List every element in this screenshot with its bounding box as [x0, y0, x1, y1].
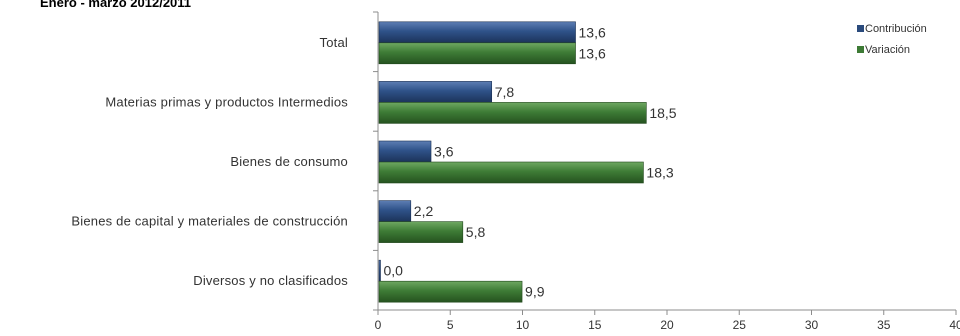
- contribucion-value-label: 3,6: [434, 144, 454, 160]
- x-tick-label: 15: [588, 318, 602, 332]
- variacion-value-label: 5,8: [466, 224, 486, 240]
- x-tick-label: 40: [949, 318, 960, 332]
- contribucion-bar: [378, 200, 412, 222]
- legend-label: Contribución: [865, 23, 927, 35]
- legend-label: Variación: [865, 44, 910, 56]
- category-label: Diversos y no clasificados: [193, 273, 348, 288]
- variacion-bar: [378, 102, 647, 124]
- x-tick-label: 30: [805, 318, 819, 332]
- contribucion-value-label: 2,2: [414, 203, 434, 219]
- category-label: Materias primas y productos Intermedios: [105, 94, 348, 109]
- variacion-bar: [378, 161, 644, 184]
- contribucion-bar: [378, 140, 432, 163]
- contribucion-bar: [378, 21, 576, 44]
- x-tick-label: 20: [660, 318, 674, 332]
- variacion-value-label: 18,3: [646, 165, 673, 181]
- variacion-bar: [378, 42, 576, 65]
- chart-title: Enero - marzo 2012/2011: [40, 0, 192, 10]
- variacion-bar: [378, 280, 523, 303]
- x-tick-label: 25: [733, 318, 747, 332]
- category-label: Bienes de capital y materiales de constr…: [71, 214, 348, 229]
- x-tick-label: 10: [516, 318, 530, 332]
- contribucion-bar: [378, 81, 493, 103]
- contribucion-value-label: 0,0: [384, 263, 404, 279]
- variacion-value-label: 13,6: [579, 45, 606, 61]
- variacion-value-label: 9,9: [525, 284, 545, 300]
- variacion-bar: [378, 221, 464, 243]
- x-tick-label: 5: [447, 318, 454, 332]
- category-label: Total: [320, 35, 348, 50]
- legend-swatch: [857, 25, 864, 32]
- contribucion-bar: [378, 259, 381, 282]
- x-tick-label: 35: [877, 318, 891, 332]
- category-label: Bienes de consumo: [230, 154, 348, 169]
- legend-swatch: [857, 46, 864, 53]
- variacion-value-label: 18,5: [649, 105, 676, 121]
- x-tick-label: 0: [375, 318, 382, 332]
- contribucion-value-label: 7,8: [495, 84, 515, 100]
- contribucion-value-label: 13,6: [579, 24, 606, 40]
